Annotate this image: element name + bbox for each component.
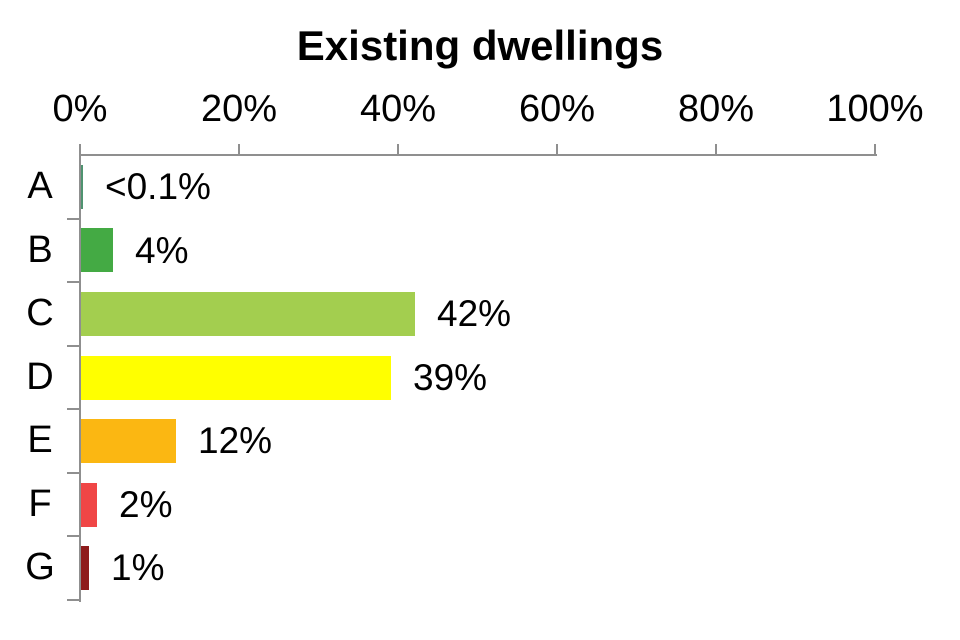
category-label-c: C [26, 292, 54, 335]
y-tick-mark [67, 408, 79, 411]
y-tick-mark [67, 344, 79, 347]
category-label-a: A [27, 165, 53, 207]
bar-d [81, 355, 391, 400]
value-label-b: 4% [135, 229, 189, 271]
x-tick-label: 60% [518, 88, 596, 130]
x-tick-mark [715, 144, 717, 154]
category-label-d: D [26, 355, 54, 398]
y-tick-mark [67, 217, 79, 220]
x-tick-mark [556, 144, 558, 154]
value-label-d: 39% [413, 356, 488, 398]
bar-a [81, 164, 83, 209]
value-label-c: 42% [437, 293, 512, 335]
category-label-b: B [27, 228, 53, 271]
chart-title: Existing dwellings [296, 22, 664, 69]
category-label-g: G [25, 546, 55, 589]
category-label-e: E [27, 419, 53, 462]
y-tick-mark [67, 535, 79, 538]
bar-c [81, 291, 415, 336]
x-axis-line [79, 154, 877, 156]
bar-e [81, 419, 176, 464]
x-tick-label: 100% [826, 88, 924, 130]
bar-b [81, 228, 113, 273]
x-tick-mark [874, 144, 876, 154]
y-tick-mark [67, 281, 79, 284]
bar-g [81, 546, 89, 591]
x-tick-label: 40% [359, 88, 437, 130]
y-tick-mark [67, 471, 79, 474]
value-label-e: 12% [198, 420, 273, 462]
y-axis-line [79, 154, 81, 602]
value-label-g: 1% [111, 547, 165, 589]
category-label-f: F [28, 482, 52, 525]
x-tick-mark [79, 144, 81, 154]
x-tick-label: 80% [677, 88, 755, 130]
value-label-f: 2% [119, 483, 173, 525]
x-tick-label: 0% [52, 88, 108, 130]
x-tick-mark [397, 144, 399, 154]
x-tick-mark [238, 144, 240, 154]
y-tick-mark [67, 599, 79, 601]
bar-f [81, 482, 97, 527]
x-tick-label: 20% [200, 88, 278, 130]
value-label-a: <0.1% [105, 166, 211, 207]
